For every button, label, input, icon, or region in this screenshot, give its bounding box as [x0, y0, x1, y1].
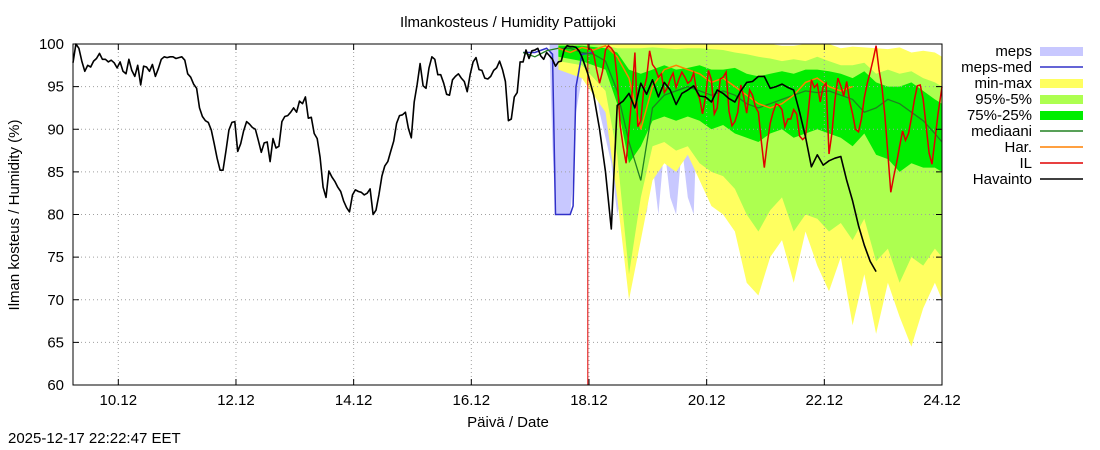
legend-swatch [1040, 47, 1083, 56]
meps-med-line [523, 47, 594, 216]
y-axis-label: Ilman kosteus / Humidity (%) [6, 120, 23, 311]
x-tick-label: 12.12 [217, 392, 255, 409]
legend-label: IL [1019, 155, 1032, 172]
x-tick-label: 10.12 [100, 392, 138, 409]
x-tick-label: 14.12 [335, 392, 373, 409]
y-tick-label: 65 [47, 334, 64, 351]
p75-25-band [558, 45, 942, 172]
il-line [587, 44, 943, 193]
x-tick-label: 22.12 [806, 392, 844, 409]
x-tick-label: 20.12 [688, 392, 726, 409]
legend-label: 75%-25% [967, 107, 1032, 124]
legend-swatch [1040, 95, 1083, 104]
y-tick-label: 80 [47, 207, 64, 224]
legend-label: mediaani [971, 123, 1032, 140]
y-tick-label: 90 [47, 121, 64, 138]
legend-label: Havainto [973, 171, 1032, 188]
x-tick-label: 18.12 [570, 392, 608, 409]
x-tick-label: 24.12 [923, 392, 961, 409]
legend-swatch [1040, 111, 1083, 120]
x-axis-label: Päivä / Date [467, 414, 549, 431]
y-tick-label: 95 [47, 79, 64, 96]
y-tick-label: 85 [47, 164, 64, 181]
timestamp: 2025-12-17 22:22:47 EET [8, 430, 181, 447]
y-tick-label: 100 [39, 36, 64, 53]
y-tick-label: 75 [47, 249, 64, 266]
legend-label: meps-med [961, 59, 1032, 76]
y-tick-label: 60 [47, 377, 64, 394]
legend-label: meps [995, 43, 1032, 60]
legend-label: 95%-5% [975, 91, 1032, 108]
havainto-line [72, 43, 877, 273]
chart-title: Ilmankosteus / Humidity Pattijoki [400, 14, 616, 31]
legend-label: min-max [974, 75, 1032, 92]
legend-swatch [1040, 79, 1083, 88]
legend-label: Har. [1004, 139, 1032, 156]
y-tick-label: 70 [47, 292, 64, 309]
x-tick-label: 16.12 [453, 392, 491, 409]
